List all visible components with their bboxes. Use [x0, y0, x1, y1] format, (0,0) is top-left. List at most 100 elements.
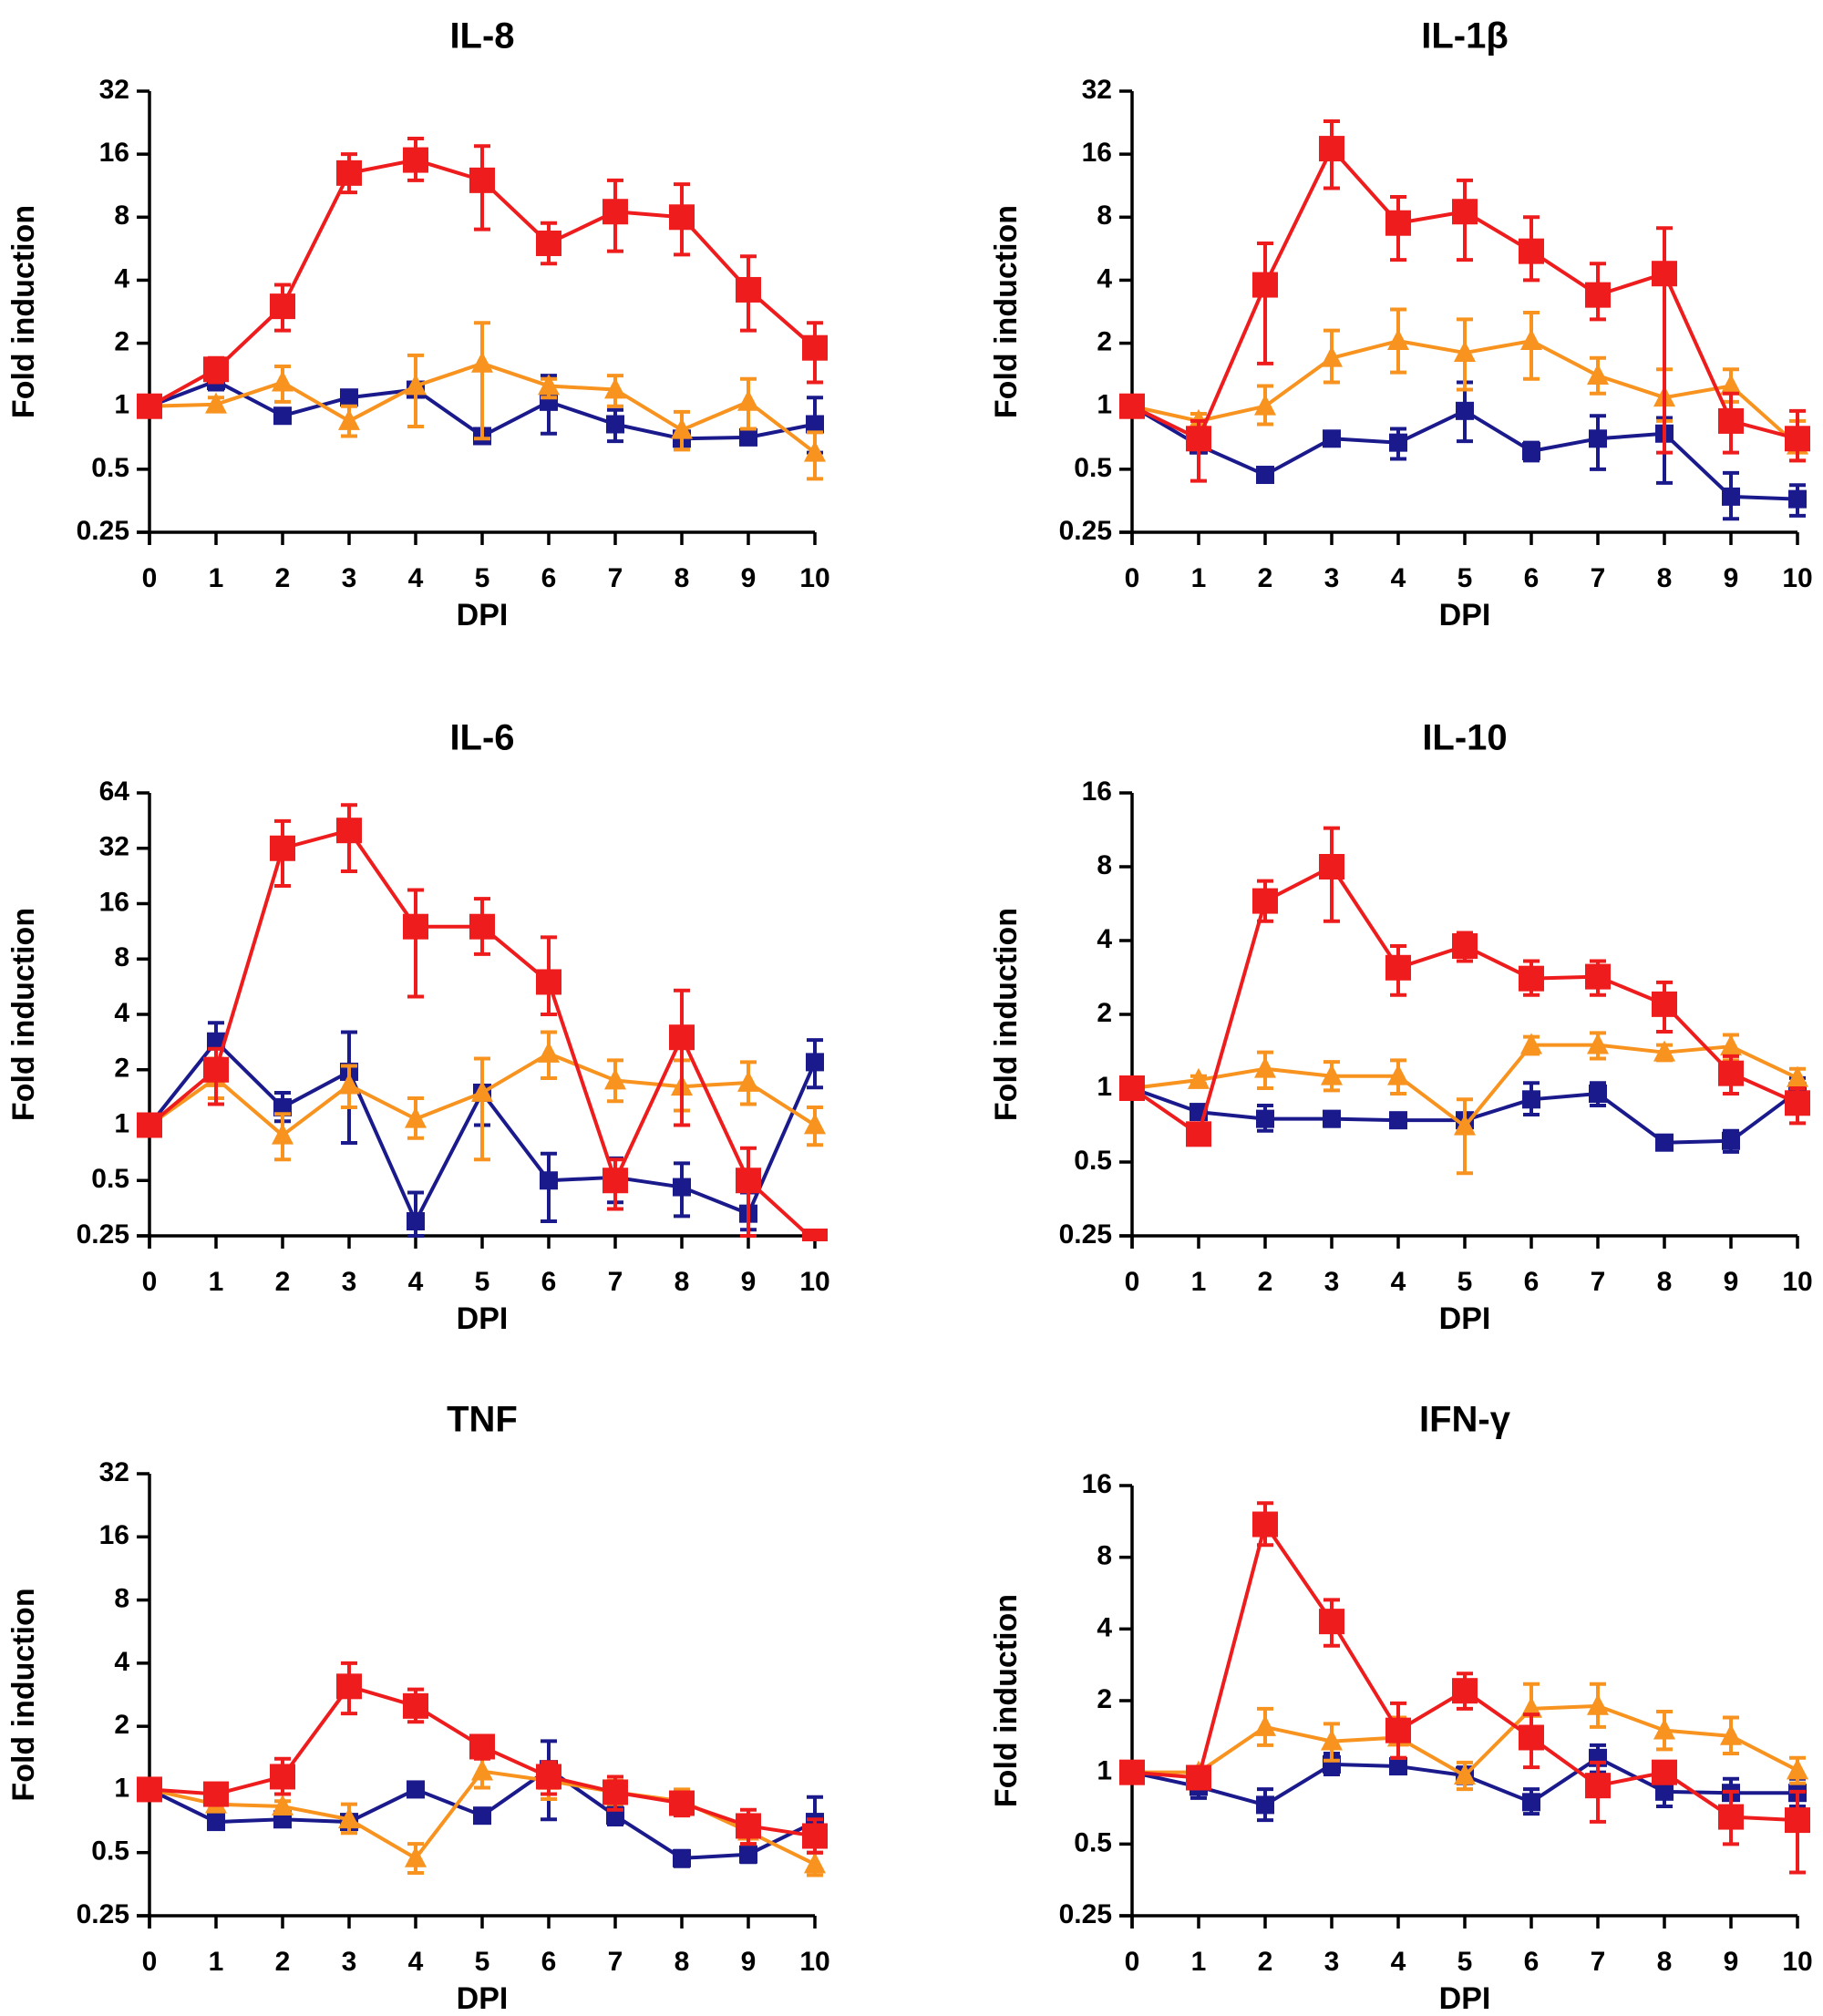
x-tick-label: 7: [1591, 563, 1606, 593]
x-tick-label: 4: [1391, 1267, 1406, 1297]
x-tick-label: 4: [408, 563, 424, 593]
x-tick-label: 1: [209, 1947, 224, 1977]
x-tick-label: 4: [408, 1267, 424, 1297]
data-point-navy-squares: [1389, 1757, 1407, 1776]
data-point-orange-triangles: [1321, 1729, 1343, 1751]
y-tick-label: 4: [114, 263, 129, 293]
x-tick-label: 2: [1258, 1947, 1273, 1977]
data-point-navy-squares: [1456, 401, 1474, 420]
data-point-orange-triangles: [1321, 1064, 1343, 1085]
data-point-navy-squares: [1655, 1133, 1674, 1152]
data-point-red-squares: [1119, 1759, 1145, 1785]
series-red-squares: [137, 1661, 828, 1855]
data-point-orange-triangles: [804, 1852, 826, 1874]
y-tick-label: 16: [1082, 777, 1112, 807]
data-point-orange-triangles: [1520, 1696, 1542, 1718]
data-point-red-squares: [736, 276, 761, 303]
data-point-red-squares: [1519, 238, 1544, 264]
data-point-orange-triangles: [1254, 1056, 1276, 1078]
chart-panel-2: IL-6 0.25 0.5 1 2 4 8 16 32 64 0 1 2 3 4 5 6 7 8 9 10 DPI Fold…: [6, 718, 830, 1336]
data-point-orange-triangles: [405, 1106, 427, 1128]
data-point-orange-triangles: [604, 377, 626, 399]
y-tick-label: 8: [1097, 201, 1112, 231]
y-axis-label: Fold induction: [6, 1588, 41, 1801]
data-point-navy-squares: [1655, 1782, 1674, 1801]
x-axis-label: DPI: [1439, 598, 1491, 633]
data-point-navy-squares: [739, 1845, 757, 1864]
data-point-navy-squares: [207, 1813, 225, 1832]
x-tick-label: 0: [142, 563, 158, 593]
chart-panel-0: IL-8 0.25 0.5 1 2 4 8 16 32 0 1 2 3 4 5 6 7 8 9 10 DPI Fold i…: [6, 16, 830, 633]
data-point-red-squares: [1186, 1121, 1211, 1147]
x-tick-label: 7: [608, 1947, 623, 1977]
x-tick-label: 0: [1125, 1267, 1140, 1297]
data-point-navy-squares: [1323, 429, 1341, 448]
chart-panel-1: IL-1β 0.25 0.5 1 2 4 8 16 32 0 1 2 3 4 5 6 7 8 9 10 DPI Fold …: [989, 16, 1813, 633]
chart-panel-3: IL-10 0.25 0.5 1 2 4 8 16 0 1 2 3 4 5 6 7 8 9 10 DPI Fold in…: [989, 718, 1813, 1336]
data-point-navy-squares: [1589, 1084, 1607, 1103]
data-point-orange-triangles: [471, 1759, 493, 1781]
data-point-navy-squares: [273, 406, 292, 426]
chart-panel-4: TNF 0.25 0.5 1 2 4 8 16 32 0 1 2 3 4 5 6 7 8 9 10 DPI Fold in…: [6, 1400, 830, 2016]
y-tick-label: 0.5: [91, 453, 129, 483]
data-point-red-squares: [137, 1776, 162, 1803]
y-tick-label: 0.25: [77, 1219, 129, 1250]
x-tick-label: 6: [541, 1947, 557, 1977]
chart-title: IL-8: [449, 16, 514, 57]
chart-title: IFN-γ: [1419, 1400, 1511, 1440]
data-point-orange-triangles: [1720, 1723, 1742, 1745]
series-navy-squares: [1123, 380, 1807, 521]
series-orange-triangles: [139, 1030, 826, 1162]
x-tick-label: 0: [1125, 1947, 1140, 1977]
data-point-navy-squares: [1256, 1109, 1274, 1128]
data-point-orange-triangles: [737, 1070, 759, 1092]
y-tick-label: 8: [114, 1583, 129, 1613]
x-tick-label: 9: [1724, 563, 1739, 593]
y-tick-label: 0.5: [1074, 1827, 1112, 1857]
data-point-red-squares: [1718, 407, 1744, 434]
y-tick-label: 0.5: [91, 1836, 129, 1867]
data-point-red-squares: [137, 1112, 162, 1138]
y-tick-label: 0.25: [77, 516, 129, 546]
data-point-orange-triangles: [1720, 1034, 1742, 1056]
data-point-orange-triangles: [604, 1068, 626, 1090]
data-point-red-squares: [469, 1733, 495, 1760]
y-tick-label: 16: [1082, 138, 1112, 168]
x-tick-label: 4: [408, 1947, 424, 1977]
y-tick-label: 2: [1097, 326, 1112, 356]
x-axis-label: DPI: [457, 1301, 509, 1336]
y-tick-label: 2: [114, 326, 129, 356]
x-tick-label: 10: [799, 563, 829, 593]
data-point-navy-squares: [673, 1848, 691, 1867]
data-point-red-squares: [802, 1823, 828, 1849]
data-point-red-squares: [1652, 1759, 1677, 1785]
data-point-red-squares: [270, 1764, 295, 1790]
y-tick-label: 32: [99, 75, 129, 105]
x-axis-label: DPI: [457, 1981, 509, 2016]
data-point-navy-squares: [1788, 489, 1807, 509]
y-tick-label: 8: [114, 201, 129, 231]
y-tick-label: 4: [1097, 1612, 1112, 1642]
y-tick-label: 16: [99, 138, 129, 168]
data-point-orange-triangles: [338, 408, 360, 430]
data-point-orange-triangles: [1454, 340, 1476, 362]
data-point-red-squares: [1718, 1804, 1744, 1830]
data-point-red-squares: [736, 1167, 761, 1194]
y-tick-label: 4: [114, 998, 129, 1028]
data-point-orange-triangles: [671, 417, 693, 439]
data-point-orange-triangles: [1720, 374, 1742, 396]
data-point-red-squares: [669, 1024, 695, 1051]
data-point-red-squares: [403, 147, 428, 173]
x-tick-label: 2: [1258, 563, 1273, 593]
y-tick-label: 0.5: [91, 1164, 129, 1194]
y-tick-label: 1: [1097, 1072, 1112, 1102]
y-tick-label: 64: [99, 777, 130, 807]
y-tick-label: 8: [1097, 850, 1112, 880]
series-red-squares: [1119, 118, 1810, 483]
data-point-red-squares: [1785, 426, 1810, 452]
data-point-orange-triangles: [1254, 1714, 1276, 1736]
series-orange-triangles: [139, 321, 826, 481]
data-point-orange-triangles: [1188, 1067, 1210, 1089]
x-tick-label: 6: [1524, 1947, 1540, 1977]
